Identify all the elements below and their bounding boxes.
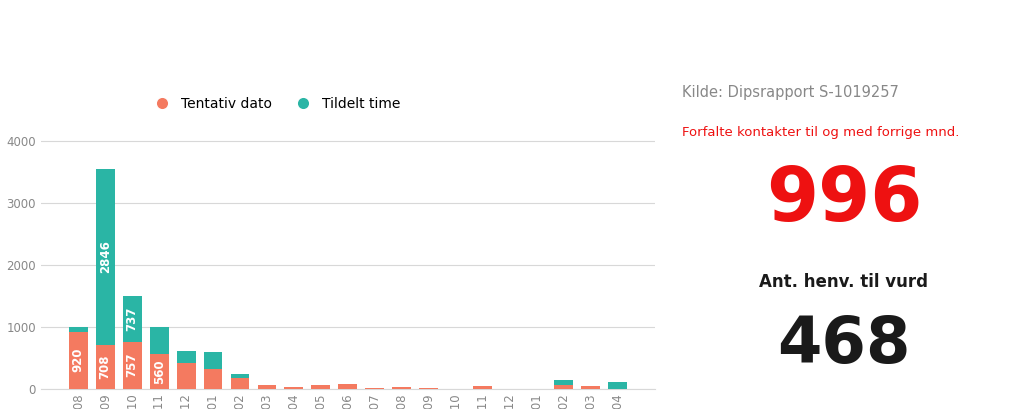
Bar — [204, 369, 222, 389]
Bar — [149, 327, 169, 354]
Text: 708: 708 — [98, 355, 112, 379]
Bar — [69, 332, 88, 389]
Legend: Tentativ dato, Tildelt time: Tentativ dato, Tildelt time — [142, 92, 406, 117]
Bar — [365, 388, 385, 389]
Text: 737: 737 — [126, 307, 139, 331]
Bar — [392, 387, 411, 389]
Bar — [204, 352, 222, 369]
Bar — [311, 385, 330, 389]
Bar — [608, 382, 627, 389]
Text: Ant. henv. til vurd: Ant. henv. til vurd — [759, 273, 929, 291]
Bar — [96, 345, 115, 389]
Text: Forfalte kontakter til og med forrige mnd.: Forfalte kontakter til og med forrige mn… — [682, 126, 960, 139]
Bar — [419, 388, 438, 389]
Bar — [177, 351, 195, 363]
Text: 920: 920 — [72, 348, 85, 372]
Bar — [258, 385, 276, 389]
Bar — [69, 327, 88, 332]
Text: 2846: 2846 — [98, 240, 112, 273]
Text: 996: 996 — [766, 164, 922, 237]
Text: Planlagte kontakter (tildelt/tentativ time): Planlagte kontakter (tildelt/tentativ ti… — [12, 24, 570, 48]
Text: Kilde: Dipsrapport S-1019257: Kilde: Dipsrapport S-1019257 — [682, 85, 899, 100]
Bar — [149, 354, 169, 389]
Bar — [123, 342, 141, 389]
Bar — [230, 378, 250, 389]
Text: 757: 757 — [126, 353, 139, 378]
Bar — [554, 385, 573, 389]
Text: 468: 468 — [777, 314, 910, 376]
Text: 560: 560 — [152, 359, 166, 384]
Bar — [474, 387, 492, 389]
Bar — [123, 296, 141, 342]
Bar — [96, 169, 115, 345]
Bar — [339, 384, 357, 389]
Bar — [177, 363, 195, 389]
Bar — [230, 374, 250, 378]
Bar — [581, 387, 599, 389]
Bar — [554, 380, 573, 385]
Bar — [284, 387, 304, 389]
